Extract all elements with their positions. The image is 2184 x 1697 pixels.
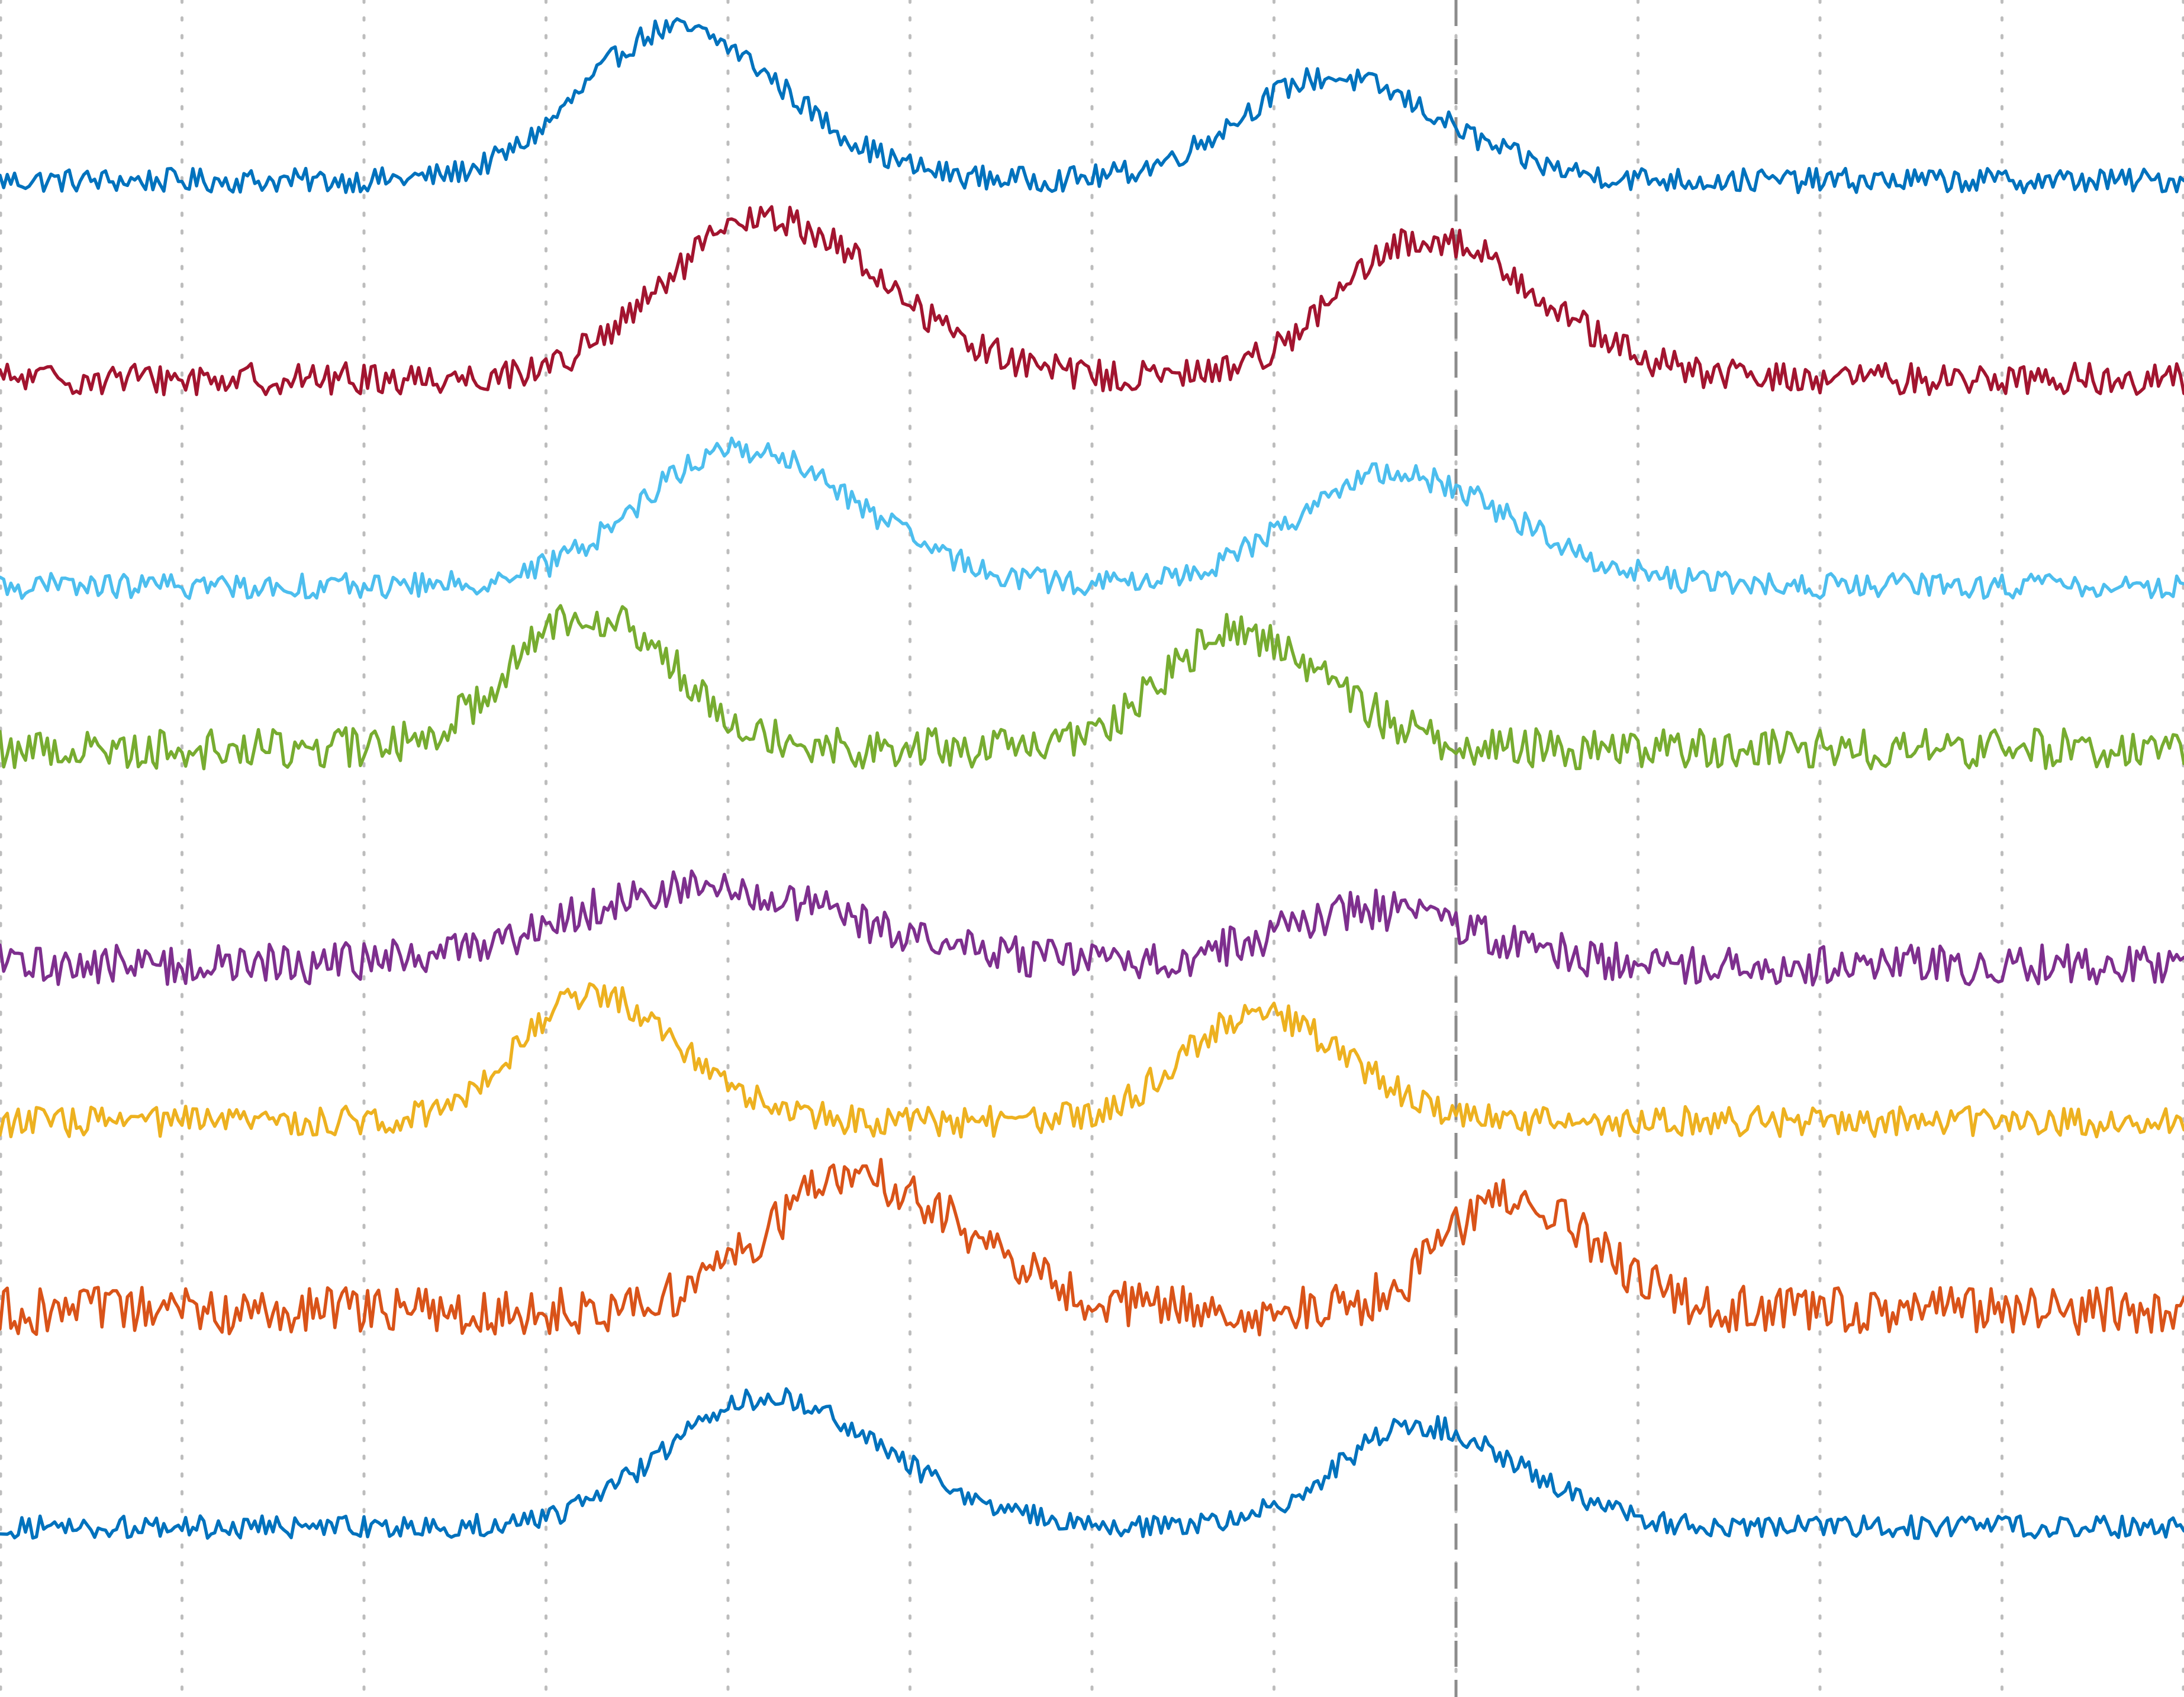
trace-2 [0, 205, 2184, 397]
trace-5 [0, 869, 2184, 987]
trace-4 [0, 604, 2184, 771]
trace-6 [0, 982, 2184, 1139]
trace-1 [0, 17, 2184, 195]
trace-3 [0, 436, 2184, 600]
trace-8 [0, 1387, 2184, 1540]
traces [0, 17, 2184, 1540]
trace-7 [0, 1158, 2184, 1337]
